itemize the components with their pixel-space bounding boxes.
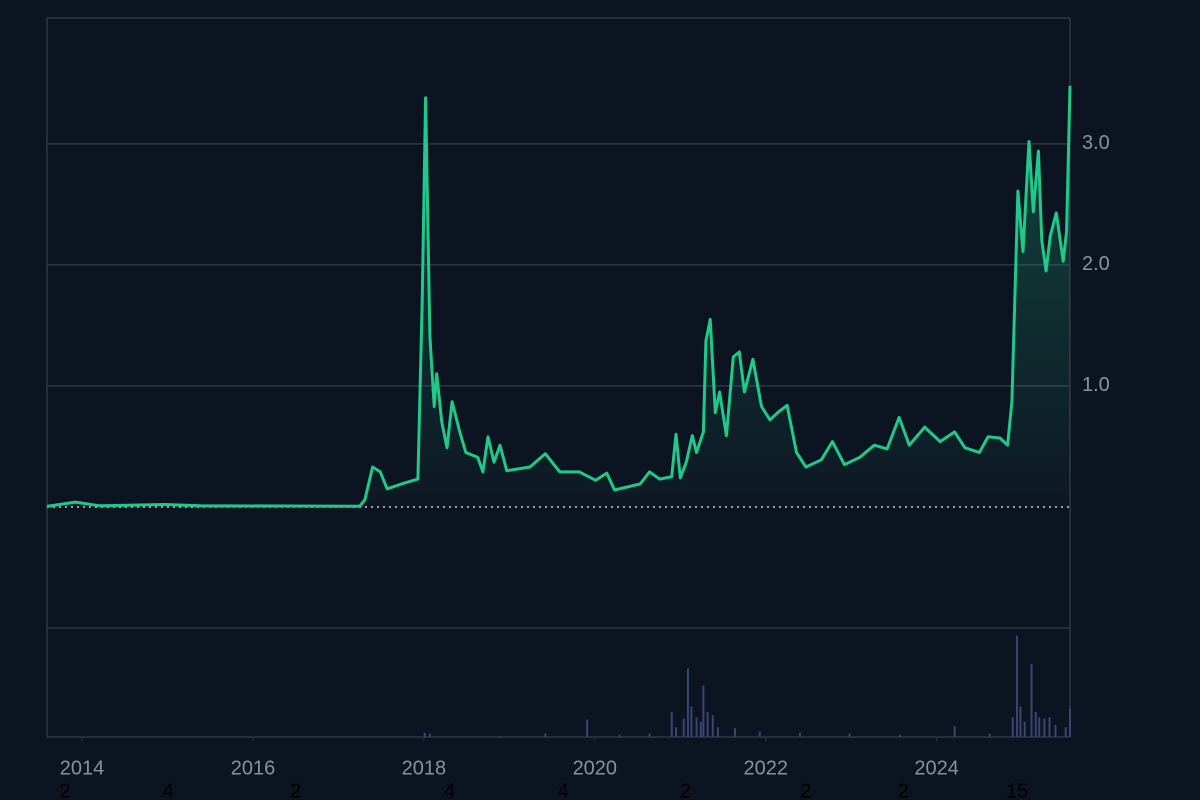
volume-bar [1016,635,1019,737]
volume-bar [1011,717,1014,737]
y-tick-label: 2.0 [1082,253,1110,275]
volume-bar [706,711,709,737]
volume-bar [618,734,621,737]
volume-bar [675,727,678,737]
volume-bar [758,731,761,737]
x-tick-label: 2018 [402,757,447,779]
volume-bar [1023,721,1026,737]
annotation: 15 [1006,780,1028,800]
annotation: 2 [59,780,70,800]
volume-bar [1069,708,1071,737]
volume-bar [682,718,685,737]
volume-bar [648,733,651,737]
volume-bar [428,733,431,737]
volume-bar [686,668,689,737]
volume-bar [988,733,991,737]
annotation: 2 [800,780,811,800]
volume-bar [695,717,698,737]
volume-bar [586,719,589,737]
x-tick-label: 2014 [60,757,105,779]
volume-bar [1054,725,1057,737]
volume-bar [898,734,901,737]
volume-bar [1038,717,1041,737]
volume-bar [544,733,547,737]
x-tick-label: 2022 [743,757,788,779]
x-tick-label: 2024 [914,757,959,779]
volume-bar [498,735,501,737]
volume-bar [423,732,426,737]
volume-bar [848,733,851,737]
volume-bar [702,685,705,737]
annotation: 2 [680,780,691,800]
volume-bar [798,732,801,737]
volume-bar [670,711,673,737]
annotation: 4 [444,780,455,800]
volume-bar [733,728,736,737]
price-line [46,85,1072,508]
y-tick-label: 3.0 [1082,132,1110,154]
volume-bar [711,715,714,737]
annotation: 2 [290,780,301,800]
volume-bar [1048,717,1051,737]
y-tick-label: 1.0 [1082,374,1110,396]
annotation: 2 [898,780,909,800]
volume-bar [1064,727,1067,737]
annotation: 4 [163,780,174,800]
volume-bar [716,727,719,737]
area [47,85,1070,507]
volume-bar [1034,711,1037,737]
annotation: 4 [558,780,569,800]
x-tick-label: 2016 [231,757,276,779]
volume-bar [1043,718,1046,737]
volume-bar [1019,706,1022,737]
volume-bar [953,726,956,737]
volume-bar [1030,663,1033,737]
volume-bar [690,706,693,737]
volume-bar [699,721,702,737]
x-tick-label: 2020 [573,757,618,779]
